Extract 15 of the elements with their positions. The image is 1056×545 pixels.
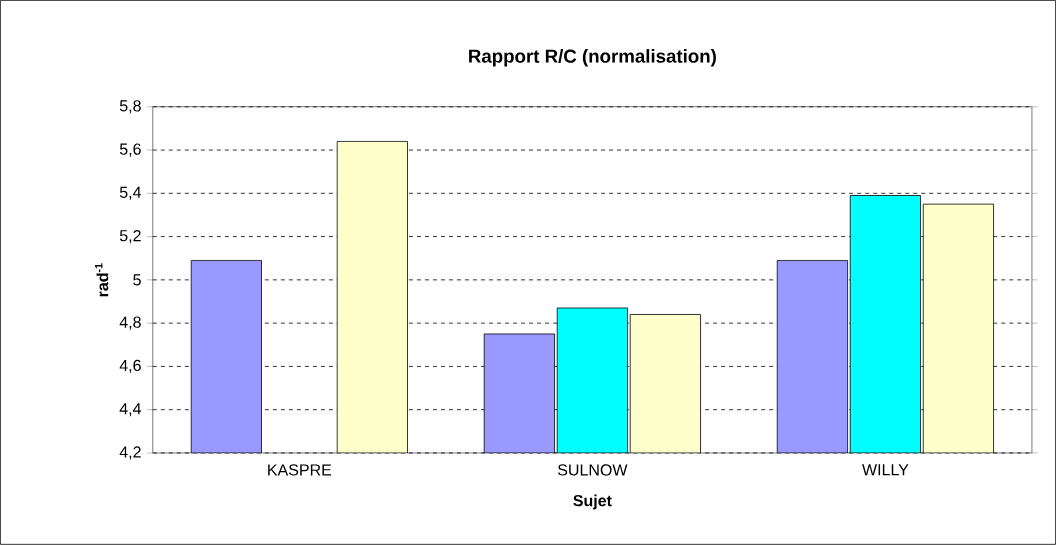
y-tick-label: 4,6 — [119, 359, 141, 374]
x-tick-label: SULNOW — [557, 464, 628, 476]
y-tick-label: 5,2 — [119, 230, 141, 244]
text: rad$^{-1}$ — [95, 263, 109, 297]
chart-title: Rapport R/C (normalisation) — [469, 49, 716, 67]
x-tick-label: WILLY — [862, 464, 909, 476]
y-tick-label: 4,4 — [119, 403, 142, 417]
y-tick-label: 4,8 — [119, 316, 141, 330]
y-tick-label: 5 — [133, 274, 141, 286]
y-tick-label: 5,8 — [119, 100, 141, 114]
x-tick-label: KASPRE — [268, 464, 332, 476]
y-tick-label: 5,6 — [119, 143, 141, 157]
x-axis-title: Sujet — [573, 494, 612, 510]
y-tick-label: 5,4 — [119, 186, 142, 200]
y-tick-label: 4,2 — [119, 446, 141, 460]
